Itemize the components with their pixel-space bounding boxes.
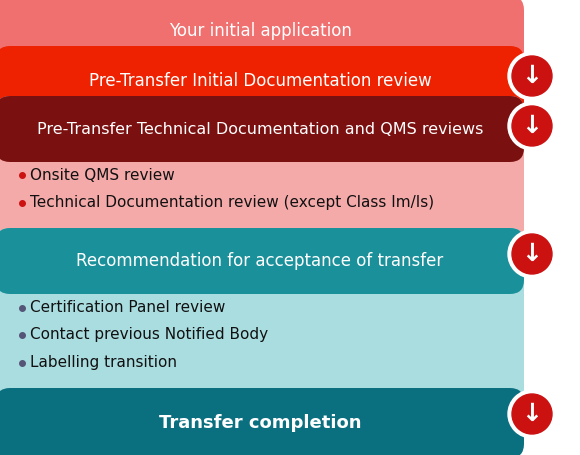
Text: Certification Panel review: Certification Panel review	[30, 300, 226, 315]
Text: Recommendation for acceptance of transfer: Recommendation for acceptance of transfe…	[77, 252, 444, 270]
FancyBboxPatch shape	[0, 46, 524, 116]
Text: Contact previous Notified Body: Contact previous Notified Body	[30, 328, 268, 343]
Circle shape	[508, 102, 556, 150]
Text: Transfer completion: Transfer completion	[159, 414, 361, 432]
Circle shape	[508, 230, 556, 278]
Text: Labelling transition: Labelling transition	[30, 355, 177, 370]
Circle shape	[512, 234, 552, 274]
Text: Pre-Transfer Initial Documentation review: Pre-Transfer Initial Documentation revie…	[89, 72, 432, 90]
Circle shape	[512, 56, 552, 96]
FancyBboxPatch shape	[0, 228, 524, 294]
FancyBboxPatch shape	[0, 228, 524, 404]
Text: Your initial application: Your initial application	[169, 22, 351, 40]
Text: ↓: ↓	[521, 114, 542, 138]
FancyBboxPatch shape	[0, 0, 524, 66]
Circle shape	[512, 394, 552, 434]
Circle shape	[512, 106, 552, 146]
Text: Onsite QMS review: Onsite QMS review	[30, 168, 175, 183]
Text: ↓: ↓	[521, 64, 542, 88]
Text: ↓: ↓	[521, 242, 542, 266]
Text: ↓: ↓	[521, 402, 542, 426]
Text: Pre-Transfer Technical Documentation and QMS reviews: Pre-Transfer Technical Documentation and…	[37, 121, 483, 136]
FancyBboxPatch shape	[0, 96, 524, 162]
Circle shape	[508, 390, 556, 438]
Circle shape	[508, 52, 556, 100]
Bar	[10, 133, 510, 148]
Text: Technical Documentation review (except Class Im/Is): Technical Documentation review (except C…	[30, 195, 434, 210]
Bar	[10, 265, 510, 280]
FancyBboxPatch shape	[0, 388, 524, 455]
FancyBboxPatch shape	[0, 96, 524, 244]
